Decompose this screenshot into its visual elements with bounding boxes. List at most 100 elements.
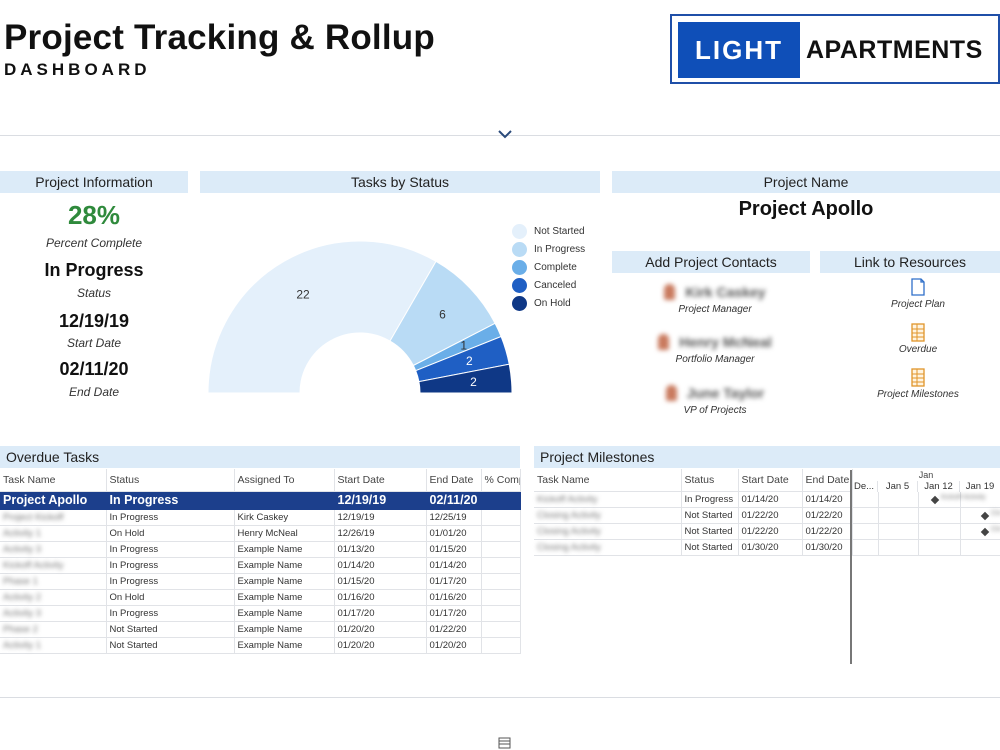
contact-card[interactable]: Henry McNeal Portfolio Manager <box>640 334 790 365</box>
table-row[interactable]: Activity 3 In Progress Example Name 01/13/2… <box>0 541 521 558</box>
table-row[interactable]: Closing Activity Not Started 01/30/20 01/30… <box>534 539 853 556</box>
milestone-label: Kickoff Activity <box>941 494 986 501</box>
avatar <box>665 385 677 401</box>
column-header[interactable]: Status <box>681 469 739 492</box>
slice-not-started[interactable] <box>207 240 437 394</box>
start-date-cell: 01/14/20 <box>738 491 803 508</box>
slice-on-hold[interactable] <box>418 363 513 394</box>
milestone-marker[interactable] <box>980 527 990 537</box>
gantt-grid: Kickoff Activity Closing Activity Closing … <box>852 492 1000 556</box>
table-row[interactable]: Phase 2 Not Started Example Name 01/20/20 01… <box>0 621 521 638</box>
task-name-cell: Kickoff Activity <box>534 491 682 508</box>
contacts-heading[interactable]: Add Project Contacts <box>612 251 810 273</box>
column-header[interactable]: End Date <box>802 469 853 492</box>
table-row[interactable]: Kickoff Activity In Progress Example Name 0… <box>0 557 521 574</box>
end-date-cell: 01/22/20 <box>802 523 853 540</box>
table-row[interactable]: Closing Activity Not Started 01/22/20 01/22… <box>534 523 853 540</box>
spreadsheet-icon <box>911 368 925 387</box>
resources-heading: Link to Resources <box>820 251 1000 273</box>
slice-value-label: 22 <box>296 287 310 301</box>
table-row[interactable]: Closing Activity Not Started 01/22/20 01/22… <box>534 507 853 524</box>
legend-item[interactable]: Not Started <box>512 222 585 240</box>
column-header[interactable]: % Comp <box>481 469 521 492</box>
gantt-week-label: Jan 12 <box>918 481 960 492</box>
column-header[interactable]: Task Name <box>534 469 682 492</box>
resource-link-project-milestones[interactable]: Project Milestones <box>858 368 978 400</box>
table-row[interactable]: Activity 3 In Progress Example Name 01/17/2… <box>0 605 521 622</box>
task-name-cell: Activity 3 <box>0 605 107 622</box>
column-header[interactable]: End Date <box>426 469 482 492</box>
table-row[interactable]: Phase 1 In Progress Example Name 01/15/20 01… <box>0 573 521 590</box>
overdue-tasks-heading: Overdue Tasks <box>0 446 520 468</box>
start-date-cell: 01/22/20 <box>738 507 803 524</box>
table-icon[interactable] <box>498 737 511 749</box>
gantt-row <box>852 540 1000 556</box>
overdue-tasks-table: Task Name Status Assigned To Start Date … <box>0 469 521 654</box>
table-header-row: Task Name Status Start Date End Date <box>534 469 853 492</box>
end-date-cell: 01/14/20 <box>802 491 853 508</box>
legend-label: Not Started <box>534 225 585 237</box>
task-name-cell: Project Kickoff <box>0 509 107 526</box>
table-row[interactable]: Activity 1 On Hold Henry McNeal 12/26/19 01/… <box>0 525 521 542</box>
percent-cell <box>481 589 521 606</box>
table-row[interactable]: Activity 1 Not Started Example Name 01/20/2… <box>0 637 521 654</box>
gantt-divider[interactable] <box>850 470 852 664</box>
chart-legend: Not Started In Progress Complete Canceled On… <box>512 222 585 312</box>
resource-link-overdue[interactable]: Overdue <box>858 323 978 355</box>
status-cell: In Progress <box>106 573 235 590</box>
column-header[interactable]: Start Date <box>334 469 427 492</box>
end-date-cell: 01/30/20 <box>802 539 853 556</box>
contact-name: June Taylor <box>640 385 790 401</box>
start-date-cell: 01/15/20 <box>334 573 427 590</box>
gantt-row: Closing Activity <box>852 508 1000 524</box>
legend-swatch <box>512 223 527 239</box>
gantt-month-label: Jan <box>918 470 934 480</box>
legend-swatch <box>512 295 527 311</box>
assigned-cell: Example Name <box>234 637 335 654</box>
table-header-row: Task Name Status Assigned To Start Date … <box>0 469 521 492</box>
slice-value-label: 2 <box>470 375 477 389</box>
legend-item[interactable]: Canceled <box>512 276 585 294</box>
chevron-down-icon[interactable] <box>497 128 513 140</box>
legend-swatch <box>512 277 527 293</box>
column-header[interactable]: Start Date <box>738 469 803 492</box>
start-date-cell: 12/19/19 <box>334 491 427 510</box>
project-info-heading: Project Information <box>0 171 188 193</box>
table-row[interactable]: Project Kickoff In Progress Kirk Caskey 12/… <box>0 509 521 526</box>
assigned-cell: Example Name <box>234 541 335 558</box>
table-row[interactable]: Activity 2 On Hold Example Name 01/16/20 01/… <box>0 589 521 606</box>
contact-card[interactable]: Kirk Caskey Project Manager <box>640 284 790 315</box>
milestone-marker[interactable] <box>930 495 940 505</box>
milestone-label: Closing Activity <box>991 510 1000 517</box>
gantt-header: Jan De... Jan 5 Jan 12 Jan 19 <box>852 470 1000 492</box>
status-cell: On Hold <box>106 589 235 606</box>
contact-role: Project Manager <box>678 304 752 315</box>
page-title: Project Tracking & Rollup <box>4 18 435 57</box>
legend-item[interactable]: In Progress <box>512 240 585 258</box>
assigned-cell: Example Name <box>234 589 335 606</box>
contact-card[interactable]: June Taylor VP of Projects <box>640 385 790 416</box>
header-divider <box>0 135 1000 136</box>
legend-item[interactable]: On Hold <box>512 294 585 312</box>
spreadsheet-icon <box>911 323 925 342</box>
column-header[interactable]: Task Name <box>0 469 107 492</box>
percent-cell <box>481 525 521 542</box>
resource-link-project-plan[interactable]: Project Plan <box>858 278 978 310</box>
column-header[interactable]: Assigned To <box>234 469 335 492</box>
legend-item[interactable]: Complete <box>512 258 585 276</box>
task-name-cell: Activity 3 <box>0 541 107 558</box>
milestone-marker[interactable] <box>980 511 990 521</box>
column-header[interactable]: Status <box>106 469 235 492</box>
table-row[interactable]: Kickoff Activity In Progress 01/14/20 01/14… <box>534 491 853 508</box>
company-logo: LIGHT APARTMENTS <box>670 14 1000 84</box>
status-cell: Not Started <box>106 637 235 654</box>
task-name-cell: Activity 2 <box>0 589 107 606</box>
start-date-value: 12/19/19 <box>58 311 130 331</box>
contact-role: VP of Projects <box>683 405 747 416</box>
end-date-cell: 01/15/20 <box>426 541 482 558</box>
start-date-cell: 01/30/20 <box>738 539 803 556</box>
summary-row[interactable]: Project Apollo In Progress 12/19/19 02/1… <box>0 491 521 510</box>
status-value: In Progress <box>44 260 144 280</box>
tasks-by-status-heading: Tasks by Status <box>200 171 600 193</box>
project-name-heading: Project Name <box>612 171 1000 193</box>
